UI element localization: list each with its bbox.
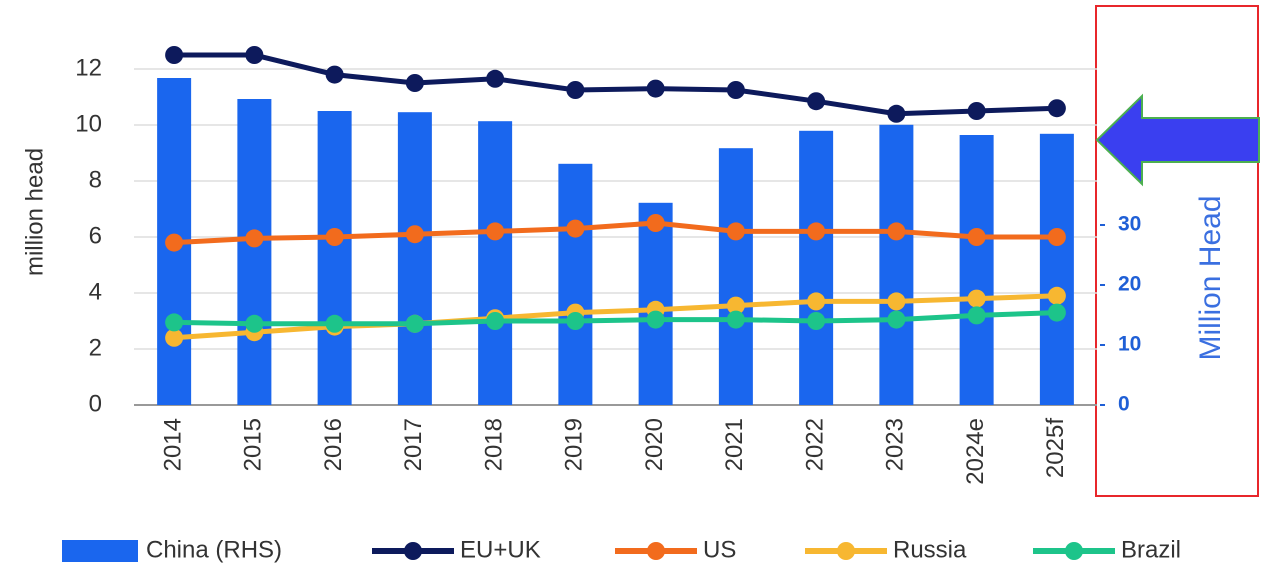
marker [646, 214, 665, 232]
marker [566, 312, 585, 330]
legend-swatch [1065, 542, 1083, 560]
y-tick-label: 10 [75, 110, 102, 137]
line [174, 52, 1057, 117]
y2-tick-label: 0 [1118, 393, 1130, 416]
marker [1047, 228, 1066, 246]
x-tick-label: 2015 [240, 418, 267, 471]
marker [967, 228, 986, 246]
legend-swatch [62, 540, 138, 562]
marker [887, 222, 906, 241]
highlight-box [1095, 5, 1259, 497]
y2-tick-label: 30 [1118, 213, 1141, 236]
marker [1047, 286, 1066, 305]
x-tick-label: 2022 [801, 418, 828, 471]
marker [967, 102, 986, 120]
bar [317, 111, 352, 405]
x-tick-label: 2017 [400, 418, 427, 471]
arrow [1095, 93, 1260, 187]
marker [726, 296, 745, 315]
y-tick-label: 8 [89, 166, 102, 193]
marker [245, 229, 264, 248]
marker [807, 292, 826, 311]
bar [959, 135, 994, 405]
bar [799, 130, 834, 406]
bar [879, 124, 914, 406]
marker [405, 314, 424, 333]
marker [646, 310, 665, 329]
legend-label: Russia [893, 536, 967, 563]
marker [887, 292, 906, 311]
marker [325, 314, 344, 333]
bar [478, 121, 513, 405]
x-tick-label: 2018 [480, 418, 507, 471]
y-axis-label: million head [21, 148, 48, 276]
line [173, 220, 1057, 246]
bar [237, 99, 272, 405]
line [174, 310, 1057, 327]
legend-label: US [703, 536, 736, 563]
y2-tick-label: 10 [1118, 333, 1141, 356]
marker [486, 222, 505, 241]
marker [566, 81, 585, 99]
x-tick-label: 2024e [962, 418, 989, 485]
marker [1047, 99, 1066, 118]
y-tick-label: 12 [75, 54, 102, 81]
y2-tick-label: 20 [1118, 273, 1141, 296]
y-tick-label: 4 [89, 278, 102, 305]
x-tick-label: 2019 [561, 418, 588, 471]
bar [718, 148, 753, 405]
marker [325, 228, 344, 246]
y-tick-label: 0 [89, 390, 102, 417]
marker [807, 222, 826, 241]
marker [486, 69, 505, 88]
legend-label: EU+UK [460, 536, 541, 563]
x-tick-label: 2014 [159, 418, 186, 471]
marker [726, 222, 745, 241]
marker [165, 313, 184, 332]
marker [726, 310, 745, 329]
x-tick-label: 2020 [641, 418, 668, 471]
marker [165, 233, 184, 252]
marker [967, 306, 986, 325]
x-tick-label: 2025f [1042, 418, 1069, 478]
marker [646, 79, 665, 98]
marker [566, 219, 585, 238]
marker [165, 328, 184, 347]
marker [245, 314, 264, 333]
marker [887, 310, 906, 329]
marker [165, 46, 184, 64]
bar [397, 112, 432, 405]
x-tick-label: 2016 [320, 418, 347, 471]
marker [726, 81, 745, 99]
legend-label: Brazil [1121, 536, 1181, 563]
x-tick-label: 2023 [882, 418, 909, 471]
y-tick-label: 6 [89, 222, 102, 249]
marker [1047, 303, 1066, 322]
marker [245, 46, 264, 64]
legend-swatch [837, 542, 855, 560]
marker [807, 92, 826, 111]
bar [558, 163, 593, 405]
marker [807, 312, 826, 330]
marker [486, 312, 505, 330]
y-tick-label: 2 [89, 334, 102, 361]
marker [405, 74, 424, 92]
y2-axis-label: Million Head [1194, 195, 1227, 360]
legend-swatch [647, 542, 665, 560]
legend-label: China (RHS) [146, 536, 282, 563]
marker [887, 104, 906, 123]
bar [1039, 133, 1074, 406]
marker [405, 225, 424, 244]
line [173, 293, 1057, 341]
marker [967, 289, 986, 308]
legend-swatch [404, 542, 422, 560]
x-tick-label: 2021 [721, 418, 748, 471]
marker [325, 65, 344, 84]
